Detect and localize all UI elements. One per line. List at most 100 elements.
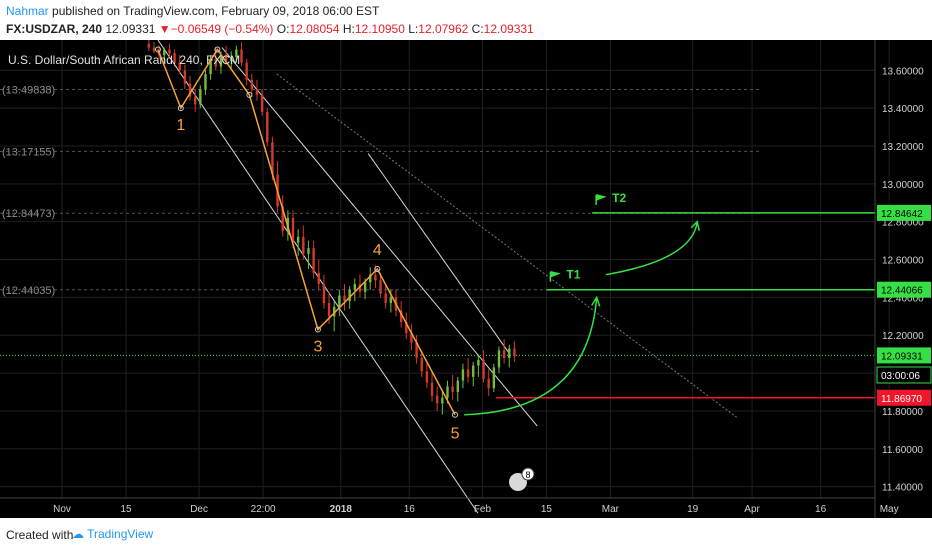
candle-body xyxy=(245,62,248,80)
publish-line: Nahmar published on TradingView.com, Feb… xyxy=(6,4,379,18)
price-label-text: 11.86970 xyxy=(881,394,922,405)
candle-body xyxy=(369,274,372,283)
chart-footer: Created with ☁ TradingView xyxy=(0,518,932,550)
candle-body xyxy=(384,293,387,304)
wave-pivot-point xyxy=(452,411,459,418)
candle-body xyxy=(492,367,496,389)
candle-body xyxy=(358,284,362,292)
wave-pivot-point xyxy=(374,266,381,272)
event-badge-count: 8 xyxy=(525,470,530,480)
candle-body xyxy=(466,369,470,377)
wave-label: 5 xyxy=(451,426,460,443)
candle-body xyxy=(235,49,238,58)
channel-extension-line xyxy=(367,153,511,355)
candle-body xyxy=(410,333,413,343)
candle-body xyxy=(250,79,254,90)
fib-level-label: (13.49838) xyxy=(2,85,55,97)
fib-level-label: (12.44035) xyxy=(2,285,55,297)
price-label-box xyxy=(877,347,931,364)
candle-body xyxy=(271,142,274,175)
candle-body xyxy=(513,348,516,357)
candle-body xyxy=(255,89,259,95)
candle-body xyxy=(214,58,217,67)
candle-body xyxy=(379,280,382,294)
time-tick-label: Apr xyxy=(744,504,760,515)
tradingview-logo[interactable]: ☁ TradingView xyxy=(72,527,153,541)
price-label-text: 12.44066 xyxy=(881,286,923,297)
time-tick-label: Mar xyxy=(602,504,620,515)
price-tick-label: 13.60000 xyxy=(882,66,924,77)
created-with-text: Created with xyxy=(6,528,74,542)
close-value: 12.09331 xyxy=(483,22,534,36)
candle-body xyxy=(230,57,233,61)
candle-body xyxy=(147,43,151,48)
candle-body xyxy=(502,350,506,358)
projection-arrowhead-1 xyxy=(591,295,601,307)
price-tick-label: 12.80000 xyxy=(882,218,924,229)
elliott-wave-path xyxy=(157,48,456,416)
candle-body xyxy=(219,55,223,67)
candle-body xyxy=(508,348,511,358)
fib-level-label: (12.84473) xyxy=(2,208,55,220)
wave-pivot-point xyxy=(246,91,253,98)
candle-body xyxy=(363,282,367,292)
candle-body xyxy=(343,295,346,302)
candle-body xyxy=(405,321,408,334)
price-label-text: 03:00:06 xyxy=(881,371,920,382)
time-tick-label: May xyxy=(880,504,899,515)
candle-body xyxy=(430,382,434,396)
candle-body xyxy=(296,236,300,243)
candle-body xyxy=(451,386,454,393)
price-tick-label: 12.60000 xyxy=(882,256,924,267)
wave-pivot-point xyxy=(314,326,321,333)
candle-body xyxy=(333,306,336,317)
candle-body xyxy=(312,248,315,273)
price-chart[interactable]: (13.49838) (13.17155) (12.84473) (12.44035)… xyxy=(0,40,932,518)
event-badge-circle xyxy=(521,467,535,481)
candle-body xyxy=(487,378,490,389)
projection-arrowhead-2 xyxy=(690,220,700,231)
time-tick-label: 22:00 xyxy=(251,504,276,515)
candle-body xyxy=(152,47,156,52)
candle-body xyxy=(420,357,423,372)
price-label-box xyxy=(876,366,932,384)
chart-header: Nahmar published on TradingView.com, Feb… xyxy=(0,0,932,40)
candle-body xyxy=(193,96,197,105)
time-tick-label: Nov xyxy=(53,504,71,515)
candle-body xyxy=(317,272,320,285)
candle-body xyxy=(281,206,284,232)
target-flag-icon xyxy=(595,194,607,205)
candle-body xyxy=(353,284,357,290)
price-tick-label: 13.20000 xyxy=(882,142,924,153)
tradingview-brand: TradingView xyxy=(87,527,154,541)
price-label-text: 12.09331 xyxy=(881,351,923,362)
symbol-label: FX:USDZAR, 240 xyxy=(6,22,103,36)
wave-label: 4 xyxy=(373,242,382,259)
price-tick-label: 13.40000 xyxy=(882,104,924,115)
candle-body xyxy=(477,359,480,366)
price-tick-label: 12.40000 xyxy=(882,293,924,304)
candle-body xyxy=(240,49,243,63)
time-tick-label: Feb xyxy=(474,504,492,515)
candle-body xyxy=(178,62,181,71)
author-link[interactable]: Nahmar xyxy=(6,4,49,18)
candle-body xyxy=(456,380,459,393)
price-tick-label: 12.20000 xyxy=(882,331,924,342)
open-label: O: xyxy=(276,22,290,36)
target-label: T2 xyxy=(612,191,626,205)
candle-body xyxy=(482,359,485,379)
time-tick-label: 16 xyxy=(404,504,416,515)
candle-body xyxy=(204,74,207,90)
close-label: C: xyxy=(471,22,484,36)
candle-body xyxy=(168,49,171,54)
price-tick-label: 13.00000 xyxy=(882,180,924,191)
time-tick-label: 19 xyxy=(687,504,699,515)
candle-body xyxy=(188,83,192,97)
candle-body xyxy=(399,310,403,322)
price-label-box xyxy=(877,281,931,298)
time-tick-label: 2018 xyxy=(330,504,353,515)
target-flag-icon xyxy=(549,270,561,282)
price-label-box xyxy=(877,389,931,406)
target-label: T1 xyxy=(566,268,580,282)
chart-background xyxy=(0,40,932,518)
